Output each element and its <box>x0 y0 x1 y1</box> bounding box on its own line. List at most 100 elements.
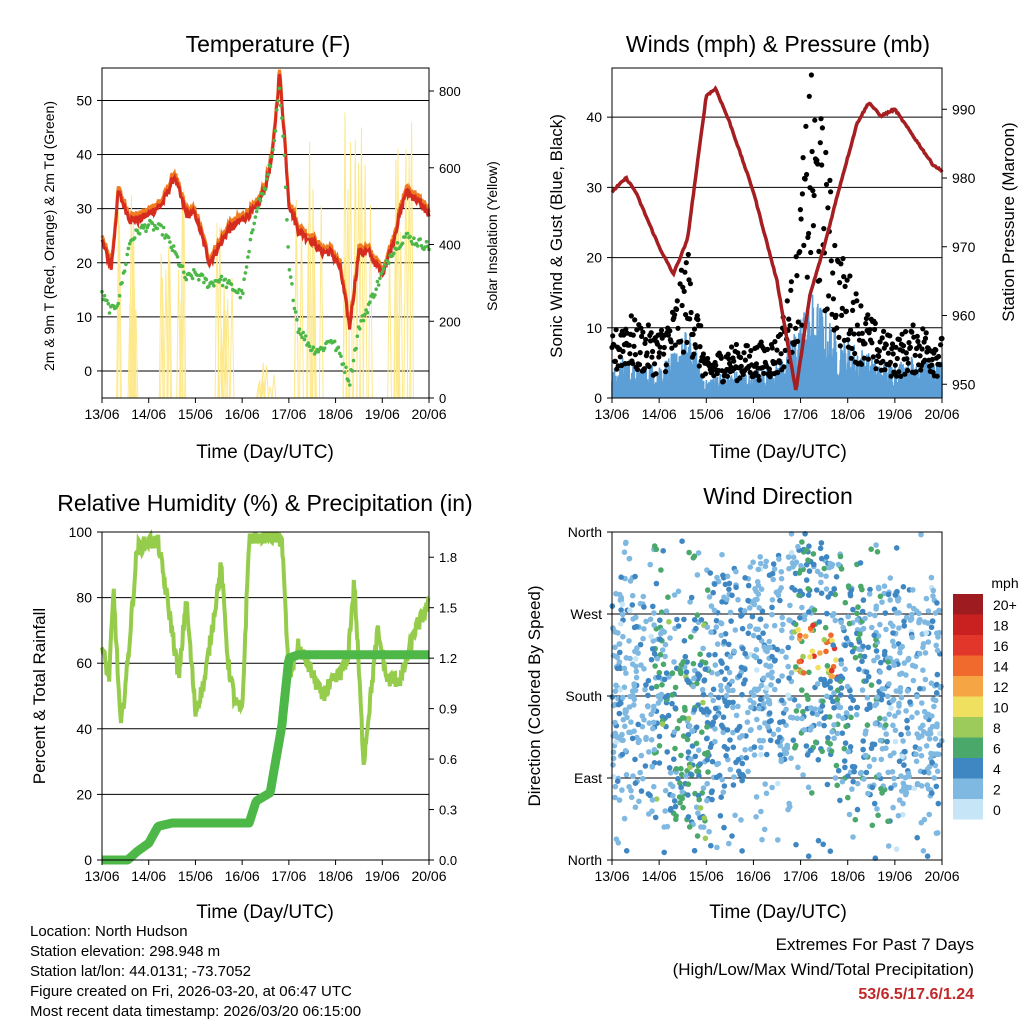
direction-point <box>633 668 640 675</box>
humidity-panel: Relative Humidity (%) & Precipitation (i… <box>30 490 473 923</box>
dewpoint-point <box>132 236 137 240</box>
direction-point <box>762 647 769 653</box>
direction-point <box>839 778 846 785</box>
direction-point <box>708 629 714 635</box>
dewpoint-point <box>277 86 282 91</box>
direction-point <box>845 748 852 755</box>
direction-point <box>616 797 623 803</box>
wind-gust-point <box>683 260 689 266</box>
direction-point <box>800 708 806 715</box>
x-tick-label: 13/06 <box>594 406 629 422</box>
x-tick-label: 20/06 <box>411 868 446 884</box>
direction-point <box>661 824 667 830</box>
direction-point <box>811 607 818 613</box>
wind-gust-point <box>741 350 747 356</box>
direction-point <box>872 612 878 619</box>
direction-point <box>651 610 657 616</box>
direction-point <box>807 747 814 754</box>
direction-point <box>899 753 906 760</box>
direction-point <box>724 665 730 671</box>
direction-point <box>634 734 640 741</box>
direction-point <box>718 794 724 800</box>
direction-point <box>879 599 885 605</box>
direction-point <box>775 837 781 843</box>
wind-gust-point <box>876 353 882 359</box>
dewpoint-point <box>246 255 250 259</box>
direction-point <box>664 749 670 755</box>
direction-point <box>639 723 646 730</box>
direction-point <box>709 796 715 803</box>
direction-point <box>859 608 866 615</box>
direction-point <box>814 711 820 718</box>
direction-point <box>933 642 939 649</box>
direction-point <box>681 715 687 721</box>
direction-point <box>616 710 623 717</box>
direction-point <box>916 610 922 617</box>
direction-point <box>804 752 811 758</box>
solar-insolation-spike <box>229 277 235 399</box>
wind-gust-point <box>804 274 810 280</box>
wind-gust-point <box>892 362 898 368</box>
wind-gust-point <box>787 322 793 329</box>
direction-point <box>812 739 819 745</box>
legend-swatch <box>953 778 983 799</box>
direction-point <box>722 581 729 588</box>
direction-point <box>845 583 852 589</box>
direction-point <box>831 735 837 742</box>
solar-insolation-spike <box>166 247 171 399</box>
direction-point <box>872 720 879 727</box>
direction-point <box>741 608 748 614</box>
direction-point <box>854 610 860 617</box>
direction-point <box>701 678 707 684</box>
dewpoint-point <box>175 254 180 259</box>
direction-point <box>674 616 680 623</box>
wind-gust-point <box>680 349 687 355</box>
direction-point <box>895 709 902 716</box>
direction-point <box>626 638 632 644</box>
dewpoint-point <box>263 187 268 191</box>
solar-insolation-spike <box>267 386 273 399</box>
wind-gust-point <box>634 327 640 333</box>
wind-gust-point <box>847 273 853 279</box>
direction-point <box>724 596 730 603</box>
direction-point <box>780 621 786 628</box>
direction-point <box>819 703 826 709</box>
wind-gust-point <box>755 373 762 379</box>
direction-point <box>720 714 727 720</box>
direction-point <box>934 671 941 678</box>
wind-gust-point <box>817 140 823 146</box>
direction-point <box>697 651 703 657</box>
direction-point <box>864 695 871 701</box>
direction-point <box>848 693 854 700</box>
direction-point <box>903 789 910 796</box>
direction-point <box>689 743 696 749</box>
wind-gust-point <box>841 274 847 280</box>
wind-gust-point <box>650 348 656 355</box>
wind-gust-point <box>821 226 827 232</box>
direction-point <box>675 776 681 782</box>
dewpoint-point <box>146 223 151 227</box>
direction-point <box>841 758 848 764</box>
direction-point <box>708 692 714 698</box>
direction-point <box>745 597 751 604</box>
direction-point <box>720 572 726 579</box>
direction-point <box>748 689 755 696</box>
direction-point <box>623 670 629 676</box>
wind-gust-point <box>802 176 808 182</box>
direction-point <box>812 706 818 712</box>
wind-gust-point <box>632 317 638 323</box>
direction-point <box>868 682 875 688</box>
wind-gust-point <box>850 307 856 313</box>
direction-point <box>850 606 856 613</box>
direction-point <box>883 731 889 737</box>
direction-point <box>659 647 666 653</box>
dewpoint-point <box>120 281 124 285</box>
dewpoint-point <box>256 206 260 210</box>
direction-point <box>906 603 913 609</box>
y-tick-label: 60 <box>76 655 92 671</box>
direction-point <box>900 800 906 807</box>
direction-point <box>749 613 756 620</box>
legend-label: 16 <box>993 638 1009 654</box>
direction-point <box>697 805 704 811</box>
direction-point <box>886 711 892 718</box>
